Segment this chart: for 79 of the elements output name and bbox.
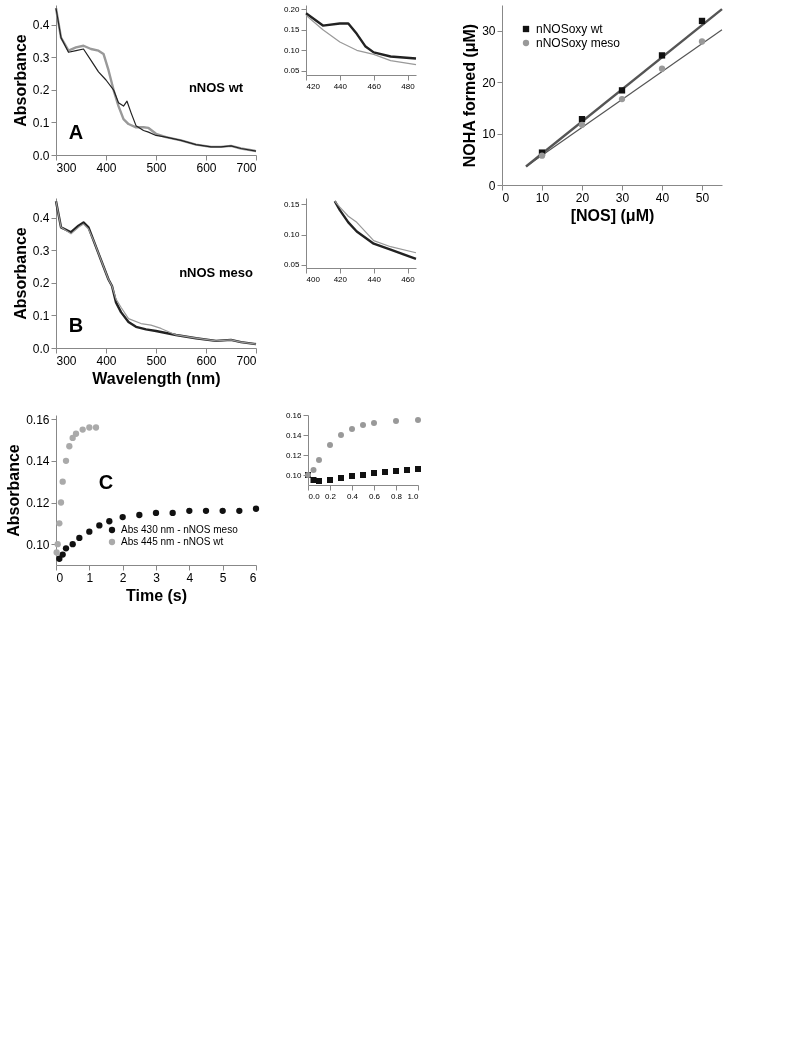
y-tick-label: 0.14 bbox=[26, 454, 50, 469]
x-tick-label: 400 bbox=[96, 353, 117, 368]
annotation: C bbox=[98, 470, 114, 493]
y-tick-label: 0.12 bbox=[26, 496, 50, 510]
legend-label: nNOSoxy wt bbox=[536, 22, 604, 36]
x-tick-label: 1.0 bbox=[407, 491, 420, 501]
y-axis-title: Absorbance bbox=[5, 444, 23, 537]
x-tick-label: 500 bbox=[146, 353, 167, 368]
x-tick-label: 0.8 bbox=[390, 491, 403, 501]
x-tick-label: 1 bbox=[86, 570, 94, 585]
x-tick-label: 400 bbox=[306, 274, 321, 284]
y-tick-label: 0.4 bbox=[32, 18, 50, 33]
x-tick-label: 5 bbox=[219, 570, 227, 585]
x-tick-label: 700 bbox=[236, 160, 257, 175]
x-tick-label: 460 bbox=[367, 81, 382, 91]
x-tick-label: 440 bbox=[367, 274, 382, 284]
x-tick-label: 3 bbox=[153, 570, 161, 585]
y-tick-label: 0.14 bbox=[285, 430, 303, 440]
x-tick-label: 2 bbox=[119, 570, 127, 585]
y-tick-label: 0.10 bbox=[283, 45, 301, 55]
x-tick-label: 0.2 bbox=[324, 491, 337, 501]
y-axis-title: Absorbance bbox=[11, 227, 29, 320]
x-tick-label: 300 bbox=[56, 160, 77, 175]
annotation: nNOS meso bbox=[179, 265, 253, 280]
x-tick-label: 460 bbox=[401, 274, 416, 284]
y-tick-label: 10 bbox=[482, 127, 496, 142]
y-axis-title: Absorbance bbox=[11, 34, 29, 127]
x-tick-label: 4 bbox=[186, 570, 194, 585]
y-tick-label: 0 bbox=[488, 178, 496, 193]
y-tick-label: 0.4 bbox=[32, 211, 50, 226]
x-axis-title: Time (s) bbox=[125, 586, 188, 604]
y-tick-label: 0.3 bbox=[32, 243, 50, 258]
x-tick-label: 420 bbox=[306, 81, 321, 91]
x-tick-label: 20 bbox=[575, 190, 590, 205]
y-tick-label: 0.0 bbox=[32, 148, 50, 163]
y-tick-label: 0.15 bbox=[283, 199, 301, 209]
y-tick-label: 0.1 bbox=[32, 115, 50, 130]
legend-label: Abs 445 nm - nNOS wt bbox=[121, 536, 224, 547]
y-tick-label: 0.05 bbox=[283, 260, 301, 270]
x-tick-label: 0.6 bbox=[368, 491, 381, 501]
y-tick-label: 0.0 bbox=[32, 341, 50, 356]
y-tick-label: 30 bbox=[482, 24, 496, 39]
y-tick-label: 0.10 bbox=[283, 230, 301, 240]
x-tick-label: 0 bbox=[502, 190, 510, 205]
x-tick-label: 700 bbox=[236, 353, 257, 368]
y-tick-label: 0.10 bbox=[285, 470, 303, 480]
legend-label: nNOSoxy meso bbox=[536, 36, 621, 50]
y-axis-title: NOHA formed (μM) bbox=[461, 23, 479, 168]
x-axis-title: Wavelength (nm) bbox=[92, 369, 221, 387]
x-tick-label: 480 bbox=[401, 81, 416, 91]
annotation: nNOS wt bbox=[188, 79, 244, 95]
y-tick-label: 0.16 bbox=[26, 412, 50, 427]
y-tick-label: 0.1 bbox=[32, 308, 50, 323]
x-tick-label: 400 bbox=[96, 160, 117, 175]
x-tick-label: 0.4 bbox=[346, 491, 359, 501]
annotation: B bbox=[68, 313, 84, 336]
y-tick-label: 0.15 bbox=[283, 25, 301, 35]
y-tick-label: 0.16 bbox=[285, 410, 303, 420]
y-tick-label: 0.12 bbox=[285, 450, 303, 460]
x-tick-label: 0.0 bbox=[308, 491, 321, 501]
x-tick-label: 10 bbox=[535, 190, 550, 205]
x-tick-label: 30 bbox=[615, 190, 630, 205]
y-tick-label: 0.10 bbox=[26, 537, 50, 552]
y-tick-label: 0.05 bbox=[283, 66, 301, 76]
x-tick-label: 500 bbox=[146, 160, 167, 175]
x-tick-label: 420 bbox=[333, 274, 348, 284]
y-tick-label: 0.3 bbox=[32, 50, 50, 65]
x-tick-label: 0 bbox=[56, 570, 64, 585]
x-tick-label: 40 bbox=[655, 190, 670, 205]
y-tick-label: 0.20 bbox=[283, 4, 301, 14]
x-tick-label: 6 bbox=[249, 570, 257, 585]
legend-label: Abs 430 nm - nNOS meso bbox=[121, 524, 239, 535]
annotation: A bbox=[68, 120, 84, 143]
x-tick-label: 50 bbox=[695, 190, 710, 205]
x-axis-title: [NOS] (μM) bbox=[570, 206, 655, 224]
x-tick-label: 600 bbox=[196, 353, 217, 368]
x-tick-label: 600 bbox=[196, 160, 217, 175]
x-tick-label: 440 bbox=[333, 81, 348, 91]
x-tick-label: 300 bbox=[56, 353, 77, 368]
